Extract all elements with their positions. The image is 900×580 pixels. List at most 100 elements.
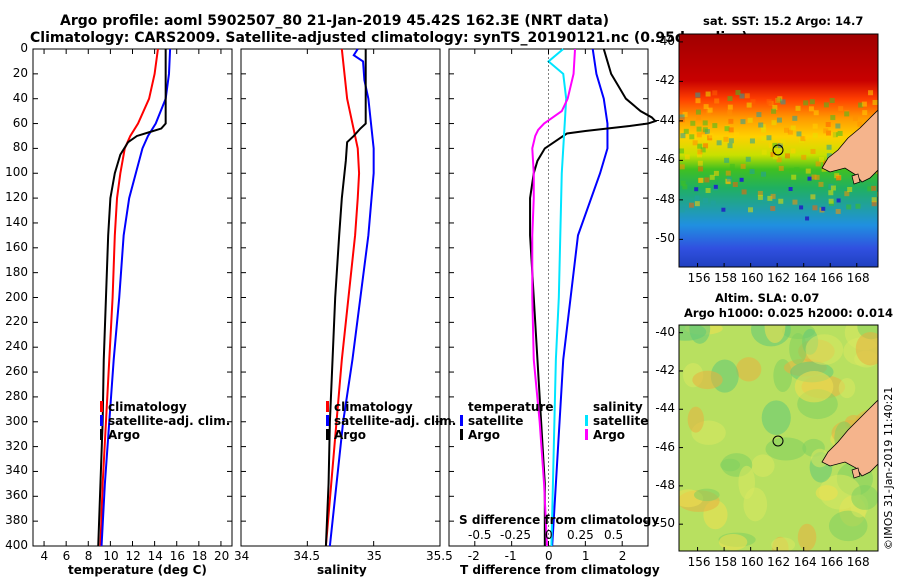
sst-pixel — [679, 164, 685, 170]
sst-pixel — [855, 203, 861, 209]
salinity-tick-label: 35.5 — [426, 549, 453, 563]
series-line-argo — [97, 49, 167, 547]
sst-pixel — [704, 177, 710, 183]
sst-pixel — [780, 99, 786, 105]
sst-pixel — [700, 147, 706, 153]
sst-pixel — [713, 170, 719, 176]
temp-tick-label: 12 — [125, 549, 141, 563]
sst-pixel — [703, 104, 709, 110]
sla-land-south-island — [821, 399, 878, 477]
map-lat-tick-label: -46 — [655, 439, 675, 454]
sst-pixel — [762, 197, 768, 203]
sst-pixel — [836, 198, 841, 203]
sst-pixel — [748, 207, 754, 213]
sst-pixel — [810, 194, 816, 200]
sla-land-stewart-island — [851, 467, 861, 479]
sst-pixel — [679, 207, 685, 213]
temp-tick-label: 20 — [213, 549, 230, 563]
sla-blob — [771, 537, 796, 551]
sla-map-frame — [678, 324, 879, 552]
sst-pixel — [728, 127, 734, 133]
sla-argo-location — [772, 435, 784, 447]
sst-argo-location — [772, 144, 784, 156]
map-lat-tick-label: -44 — [655, 112, 675, 127]
depth-tick-label: 340 — [5, 463, 28, 478]
sst-pixel — [712, 90, 718, 96]
sst-pixel — [826, 130, 832, 136]
sst-pixel — [830, 115, 836, 121]
depth-tick-label: 20 — [12, 65, 28, 80]
map-lon-tick-label: 158 — [714, 555, 737, 569]
sst-pixel — [830, 132, 836, 138]
sst-pixel — [749, 138, 755, 144]
sst-pixel — [819, 157, 825, 163]
sst-pixel — [787, 129, 793, 135]
sst-pixel — [813, 110, 819, 116]
sst-pixel — [770, 206, 776, 212]
sst-pixel — [767, 195, 773, 201]
depth-tick-label: 260 — [5, 364, 28, 379]
sst-pixel — [683, 128, 689, 134]
sst-pixel — [805, 216, 810, 221]
sst-pixel — [709, 174, 715, 180]
sst-pixel — [705, 91, 711, 97]
sst-pixel — [694, 195, 700, 201]
depth-tick-label: 400 — [5, 538, 28, 552]
temp-tick-label: 16 — [169, 549, 185, 563]
map-lon-tick-label: 162 — [767, 555, 791, 569]
sst-pixel — [792, 115, 798, 121]
diff-legend-salinity-title: salinity — [593, 400, 643, 414]
sst-pixel — [739, 93, 745, 99]
sst-pixel — [871, 201, 877, 207]
sst-pixel — [679, 148, 685, 154]
sla-blob — [851, 485, 878, 510]
temp-tick-label: 14 — [147, 549, 163, 563]
sst-pixel — [818, 181, 824, 187]
temperature-panel-frame — [32, 48, 233, 547]
temp-tick-label: 6 — [62, 549, 71, 563]
s-diff-tick: -0.25 — [500, 528, 532, 542]
depth-tick-label: 140 — [5, 214, 28, 229]
sla-blob — [828, 510, 868, 542]
sla-blob — [743, 487, 768, 522]
sla-blob — [693, 488, 720, 502]
temp-tick-label: 18 — [191, 549, 208, 563]
header-line1: Argo profile: aoml 5902507_80 21-Jan-201… — [60, 13, 610, 29]
sla-blob — [855, 331, 878, 366]
sst-pixel — [825, 122, 831, 128]
map-lat-tick-label: -44 — [655, 401, 675, 416]
depth-tick-label: 220 — [5, 314, 28, 329]
temp-tick-label: 10 — [103, 549, 119, 563]
sst-pixel — [812, 205, 818, 211]
map-lon-tick-label: 168 — [846, 271, 870, 285]
sla-blob — [764, 325, 786, 344]
sst-pixel — [745, 156, 751, 162]
sst-pixel — [721, 207, 726, 212]
difference-axis-label: T difference from climatology — [460, 563, 660, 577]
map-lat-tick-label: -42 — [655, 73, 675, 88]
sst-pixel — [744, 93, 750, 99]
sst-pixel — [690, 120, 696, 126]
sst-pixel — [698, 177, 704, 183]
sst-pixel — [792, 199, 798, 205]
sst-pixel — [809, 99, 815, 105]
sst-pixel — [812, 123, 818, 129]
sst-pixel — [726, 176, 732, 182]
sst-pixel — [740, 119, 746, 125]
sst-pixel — [776, 117, 782, 123]
sst-pixel — [790, 148, 796, 154]
sst-pixel — [697, 143, 703, 149]
s-diff-axis-label: S difference from climatology — [459, 513, 660, 527]
diff-legend-temperature-title: temperature — [468, 400, 554, 414]
sst-pixel — [694, 187, 699, 192]
temp-tick-label: 4 — [40, 549, 49, 563]
sst-pixel — [826, 153, 832, 159]
sst-pixel — [791, 174, 797, 180]
sst-pixel — [697, 149, 703, 155]
map-lon-tick-label: 168 — [846, 555, 870, 569]
map-lat-tick-label: -46 — [655, 152, 675, 167]
sla-blob — [819, 474, 861, 510]
sla-blob — [689, 325, 711, 344]
sst-pixel — [867, 186, 873, 192]
sla-blob — [765, 437, 807, 461]
